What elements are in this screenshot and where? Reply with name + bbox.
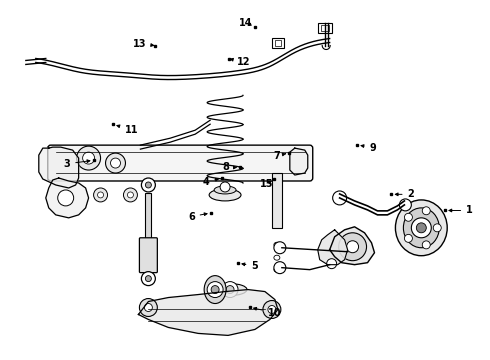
Text: 14: 14: [239, 18, 252, 28]
Circle shape: [145, 303, 152, 311]
Bar: [272, 173, 282, 228]
Circle shape: [346, 241, 359, 253]
Ellipse shape: [274, 242, 280, 247]
Circle shape: [83, 152, 95, 164]
Ellipse shape: [274, 255, 280, 260]
Circle shape: [146, 182, 151, 188]
Text: 12: 12: [230, 57, 251, 67]
Text: 3: 3: [64, 159, 90, 169]
Circle shape: [274, 262, 286, 274]
Circle shape: [404, 234, 413, 242]
Text: 2: 2: [395, 189, 415, 199]
Circle shape: [142, 272, 155, 285]
Circle shape: [58, 190, 74, 206]
Circle shape: [105, 153, 125, 173]
Text: 6: 6: [188, 212, 207, 221]
Text: 8: 8: [222, 162, 236, 172]
Ellipse shape: [403, 208, 439, 248]
Text: 7: 7: [273, 150, 286, 161]
Circle shape: [76, 146, 100, 170]
Ellipse shape: [213, 284, 247, 296]
Polygon shape: [138, 289, 278, 336]
FancyBboxPatch shape: [48, 145, 313, 181]
Circle shape: [222, 282, 238, 298]
Circle shape: [333, 191, 346, 205]
Circle shape: [207, 282, 223, 298]
Circle shape: [339, 233, 367, 261]
Circle shape: [433, 224, 441, 232]
Bar: [272, 37, 284, 48]
Bar: [275, 40, 281, 45]
Bar: [321, 24, 329, 31]
Text: 4: 4: [202, 177, 218, 187]
Ellipse shape: [274, 267, 280, 272]
Circle shape: [94, 188, 107, 202]
Circle shape: [123, 188, 137, 202]
Text: 1: 1: [449, 206, 473, 216]
Circle shape: [422, 241, 430, 249]
Circle shape: [422, 207, 430, 215]
Circle shape: [274, 242, 286, 254]
Circle shape: [268, 306, 276, 314]
Polygon shape: [39, 147, 78, 188]
Circle shape: [142, 178, 155, 192]
Bar: [318, 23, 332, 32]
Circle shape: [412, 218, 431, 238]
Text: 15: 15: [260, 179, 274, 189]
Circle shape: [146, 276, 151, 282]
Circle shape: [327, 259, 337, 269]
Ellipse shape: [209, 189, 241, 201]
Polygon shape: [46, 178, 89, 218]
Ellipse shape: [395, 200, 447, 256]
Circle shape: [211, 285, 219, 293]
Ellipse shape: [214, 186, 236, 194]
Polygon shape: [330, 227, 374, 265]
Circle shape: [226, 285, 234, 293]
Ellipse shape: [204, 276, 226, 303]
Circle shape: [399, 199, 412, 211]
FancyBboxPatch shape: [140, 238, 157, 273]
Polygon shape: [318, 230, 347, 265]
Circle shape: [416, 223, 426, 233]
Text: 13: 13: [133, 39, 154, 49]
Circle shape: [404, 213, 413, 221]
Circle shape: [220, 182, 230, 192]
Circle shape: [127, 192, 133, 198]
Text: 11: 11: [117, 125, 139, 135]
Circle shape: [98, 192, 103, 198]
Bar: [146, 193, 151, 238]
Circle shape: [111, 158, 121, 168]
Circle shape: [263, 301, 281, 319]
Text: 9: 9: [361, 143, 376, 153]
Text: 5: 5: [242, 261, 258, 271]
Polygon shape: [290, 148, 308, 175]
Circle shape: [140, 298, 157, 316]
Text: 10: 10: [254, 307, 281, 318]
